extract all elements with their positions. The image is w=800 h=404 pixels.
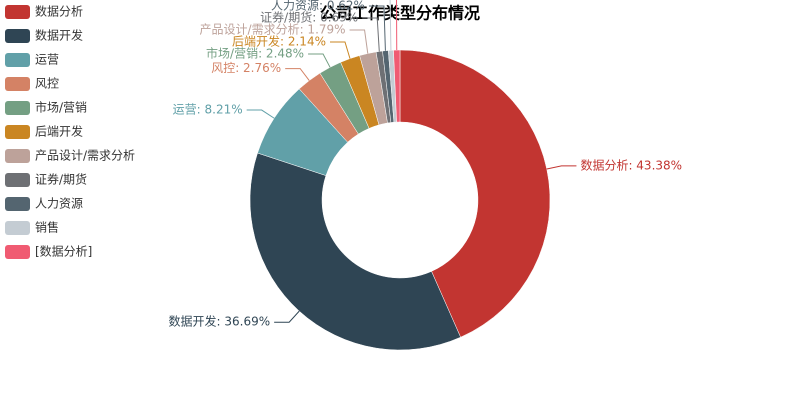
value-label: 证券/期货: 0.69% xyxy=(260,10,358,25)
chart-title: 公司工作类型分布情况 xyxy=(320,4,480,23)
value-label: 数据分析: 43.38% xyxy=(580,157,682,172)
label-line xyxy=(362,17,380,52)
label-line xyxy=(246,109,275,119)
value-label: 后端开发: 2.14% xyxy=(232,34,326,49)
value-label: 人力资源: 0.62% xyxy=(271,0,365,13)
slice xyxy=(399,49,551,338)
legend-swatch xyxy=(5,77,30,91)
legend-swatch xyxy=(5,197,30,211)
legend-label: 数据分析 xyxy=(35,4,83,19)
label-line xyxy=(368,5,386,51)
legend-swatch xyxy=(5,221,30,235)
label-line xyxy=(546,165,577,170)
label-line xyxy=(285,68,310,81)
legend-label: 证券/期货 xyxy=(35,172,87,187)
legend-swatch xyxy=(5,5,30,19)
legend-label: 人力资源 xyxy=(35,197,83,211)
legend-swatch xyxy=(5,101,30,115)
value-label: 产品设计/需求分析: 1.79% xyxy=(200,23,346,37)
legend-label: 销售 xyxy=(35,220,59,235)
value-label: 销售: 0.55% xyxy=(301,0,371,1)
label-line xyxy=(308,53,331,68)
value-label: 风控: 2.76% xyxy=(211,61,281,75)
legend-label: 风控 xyxy=(35,77,59,91)
legend-label: 市场/营销 xyxy=(35,100,87,115)
legend-swatch xyxy=(5,149,30,163)
legend-swatch xyxy=(5,125,30,139)
slice xyxy=(393,49,401,123)
legend-label: 后端开发 xyxy=(35,124,83,139)
legend-label: 运营 xyxy=(35,53,59,67)
label-line xyxy=(349,29,369,54)
slice xyxy=(249,152,461,351)
legend-label: 产品设计/需求分析 xyxy=(35,149,135,163)
legend-swatch xyxy=(5,29,30,43)
legend-swatch xyxy=(5,245,30,259)
value-label: 数据开发: 36.69% xyxy=(169,314,271,329)
value-label: 市场/营销: 2.48% xyxy=(206,46,304,61)
label-line xyxy=(389,0,392,51)
label-line xyxy=(396,0,398,51)
value-label: 运营: 8.21% xyxy=(173,103,243,117)
legend-label: [数据分析] xyxy=(35,244,92,259)
legend-swatch xyxy=(5,173,30,187)
legend-swatch xyxy=(5,53,30,67)
legend-label: 数据开发 xyxy=(35,28,83,43)
label-line xyxy=(329,41,351,59)
label-line xyxy=(274,310,300,323)
